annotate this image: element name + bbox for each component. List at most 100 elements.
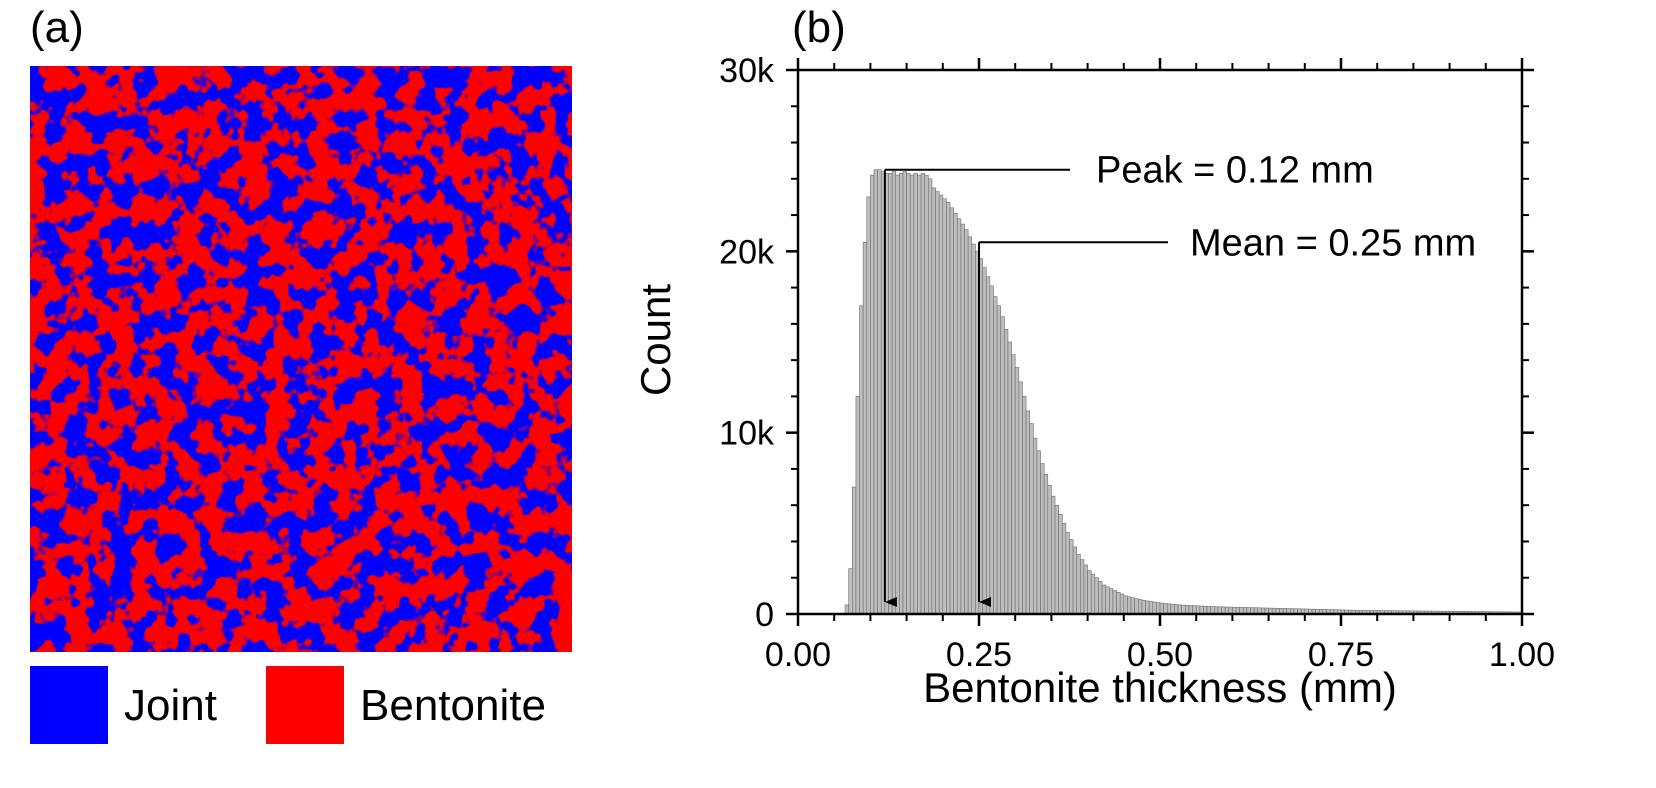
histogram-bar [1170,603,1175,615]
histogram-bar [1163,603,1168,615]
histogram-bar [1192,605,1197,615]
histogram-bar [1036,450,1041,615]
panel-b-label: (b) [792,3,846,52]
histogram-bar [1123,595,1128,615]
histogram-bar [1040,463,1045,615]
histogram-bar [866,196,871,615]
histogram-bar [989,285,994,615]
histogram-bar [1181,604,1186,615]
histogram-bar [1025,410,1030,615]
histogram-bar [1047,484,1052,615]
x-tick-label: 1.00 [1489,636,1555,674]
histogram-bar [1119,593,1125,615]
histogram-bar [1058,513,1063,615]
axes: 0.00 0.25 0.50 0.75 1.00 0 10k 20k 30k [719,52,1555,674]
histogram-bar [1065,532,1070,615]
x-tick-label: 0.00 [765,636,831,674]
y-tick-label: 30k [719,52,775,90]
y-tick-label: 0 [755,596,774,634]
histogram-bar [993,296,998,615]
histogram-bar [920,173,926,615]
histogram-bar [1061,523,1067,615]
legend: Joint Bentonite [30,666,546,744]
histogram-bar [1159,602,1164,615]
histogram-bar [985,276,991,615]
histogram-bar [1080,559,1085,615]
histogram-bar [1043,474,1049,615]
histogram-bar [949,207,954,615]
histogram-bar [902,171,907,615]
histogram-bar [1116,591,1121,615]
histogram-bar [964,229,969,615]
panel-a-label: (a) [30,3,84,52]
histogram-bar [1014,367,1020,615]
histogram-bar [953,212,958,615]
histogram-bar [1072,546,1078,615]
histogram-bar [891,171,897,615]
histogram-bar [1022,396,1027,615]
histogram-bar [1188,605,1193,615]
x-tick-label: 0.75 [1308,636,1374,674]
histogram-bar [1134,598,1139,615]
histogram-bar [1007,341,1012,615]
joint-map [30,66,572,652]
histogram-bar [1004,329,1009,615]
legend-joint-swatch [30,666,108,744]
histogram-bar [877,169,882,615]
legend-bentonite-swatch [266,666,344,744]
histogram-bar [899,173,904,615]
histogram-bar [1087,570,1092,615]
histogram-bar [996,305,1002,615]
histogram-bar [895,174,900,615]
histogram-bar [1174,604,1179,615]
histogram-bar [1141,599,1146,615]
histogram-bar [942,198,947,615]
histogram-bar [1109,588,1114,615]
histogram-bar [1177,604,1183,615]
histogram-bar [1156,602,1161,615]
histogram-bar [859,305,864,615]
histogram-bar [1152,601,1157,615]
histogram-bar [848,568,853,615]
legend-bentonite-label: Bentonite [360,681,546,730]
histogram-bar [873,169,878,615]
histogram-bar [1076,553,1081,615]
histogram-bar [1127,596,1132,615]
histogram-bar [1094,577,1099,615]
histogram-bar [946,202,951,615]
y-tick-label: 20k [719,233,775,271]
histogram-bar [931,187,936,615]
histogram-bar [1145,600,1150,615]
histogram-bar [956,218,962,615]
histogram-bar [1098,581,1103,615]
histogram-bar [935,191,940,615]
histogram-bar [1051,495,1056,615]
histogram-bar [906,173,911,615]
histogram-bar [1069,539,1074,615]
histogram-bar [851,486,857,615]
histogram-bar [924,174,929,615]
histogram-bar [1029,423,1034,615]
x-tick-label: 0.50 [1127,636,1193,674]
annotation-label: Peak = 0.12 mm [1096,150,1374,192]
histogram-bar [1185,604,1190,615]
histogram-bar [960,223,965,615]
histogram-bar [1137,599,1143,615]
annotations: Peak = 0.12 mm Mean = 0.25 mm [883,150,1476,607]
histogram-bar [1148,601,1154,615]
histogram-bar [1130,597,1135,615]
histogram-bar [938,194,944,615]
histogram-bar [1083,564,1088,615]
x-axis-title: Bentonite thickness (mm) [923,664,1397,711]
histogram-bar [1018,381,1023,615]
histogram-bar [1033,437,1038,615]
histogram-bar [844,604,849,615]
histogram-bar [862,241,868,615]
histogram-bar [870,174,875,615]
histogram-bar [1000,316,1005,615]
histogram-bar [1090,573,1096,615]
histogram-bar [982,267,987,615]
histogram-bar [1011,354,1016,615]
histogram-bar [928,178,933,615]
legend-joint-label: Joint [124,681,217,730]
